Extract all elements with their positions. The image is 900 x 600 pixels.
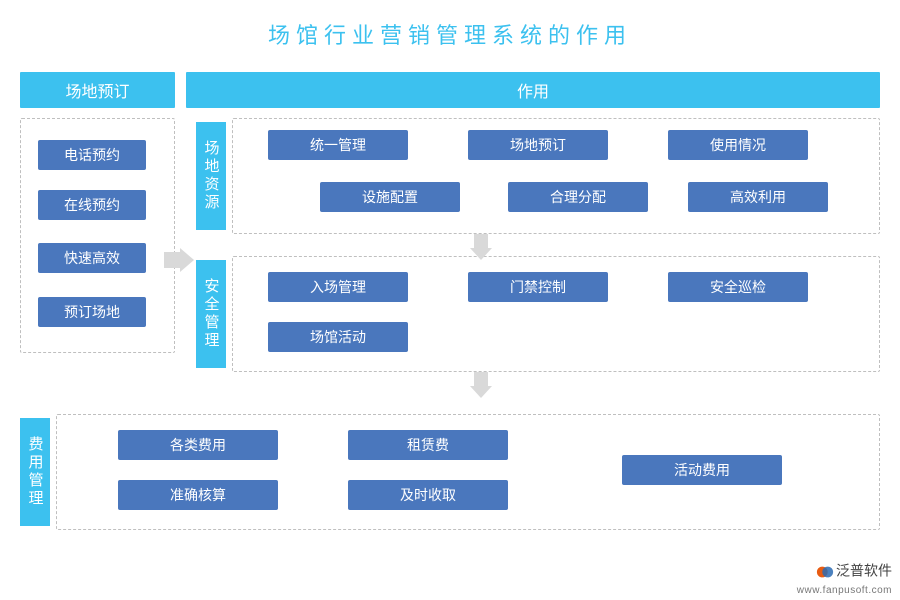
watermark-logo-icon [816, 563, 834, 581]
security-r1-1: 门禁控制 [468, 272, 608, 302]
left-item-2: 快速高效 [38, 243, 146, 273]
left-item-1: 在线预约 [38, 190, 146, 220]
vtab-fee: 费用管理 [20, 418, 50, 526]
resource-r2-2: 高效利用 [688, 182, 828, 212]
security-r1-0: 入场管理 [268, 272, 408, 302]
fee-c2-1: 及时收取 [348, 480, 508, 510]
fee-c1-1: 准确核算 [118, 480, 278, 510]
page-title: 场馆行业营销管理系统的作用 [0, 0, 900, 60]
fee-c1-0: 各类费用 [118, 430, 278, 460]
vtab-resource: 场地资源 [196, 122, 226, 230]
watermark: 泛普软件 www.fanpusoft.com [797, 563, 892, 596]
resource-r2-1: 合理分配 [508, 182, 648, 212]
fee-c3-0: 活动费用 [622, 455, 782, 485]
header-left: 场地预订 [20, 72, 175, 108]
left-item-3: 预订场地 [38, 297, 146, 327]
resource-r1-0: 统一管理 [268, 130, 408, 160]
header-right: 作用 [186, 72, 880, 108]
security-r2-0: 场馆活动 [268, 322, 408, 352]
security-r1-2: 安全巡检 [668, 272, 808, 302]
resource-r2-0: 设施配置 [320, 182, 460, 212]
resource-r1-2: 使用情况 [668, 130, 808, 160]
resource-r1-1: 场地预订 [468, 130, 608, 160]
watermark-url: www.fanpusoft.com [797, 585, 892, 596]
vtab-security: 安全管理 [196, 260, 226, 368]
watermark-text: 泛普软件 [836, 562, 892, 578]
left-item-0: 电话预约 [38, 140, 146, 170]
fee-c2-0: 租赁费 [348, 430, 508, 460]
